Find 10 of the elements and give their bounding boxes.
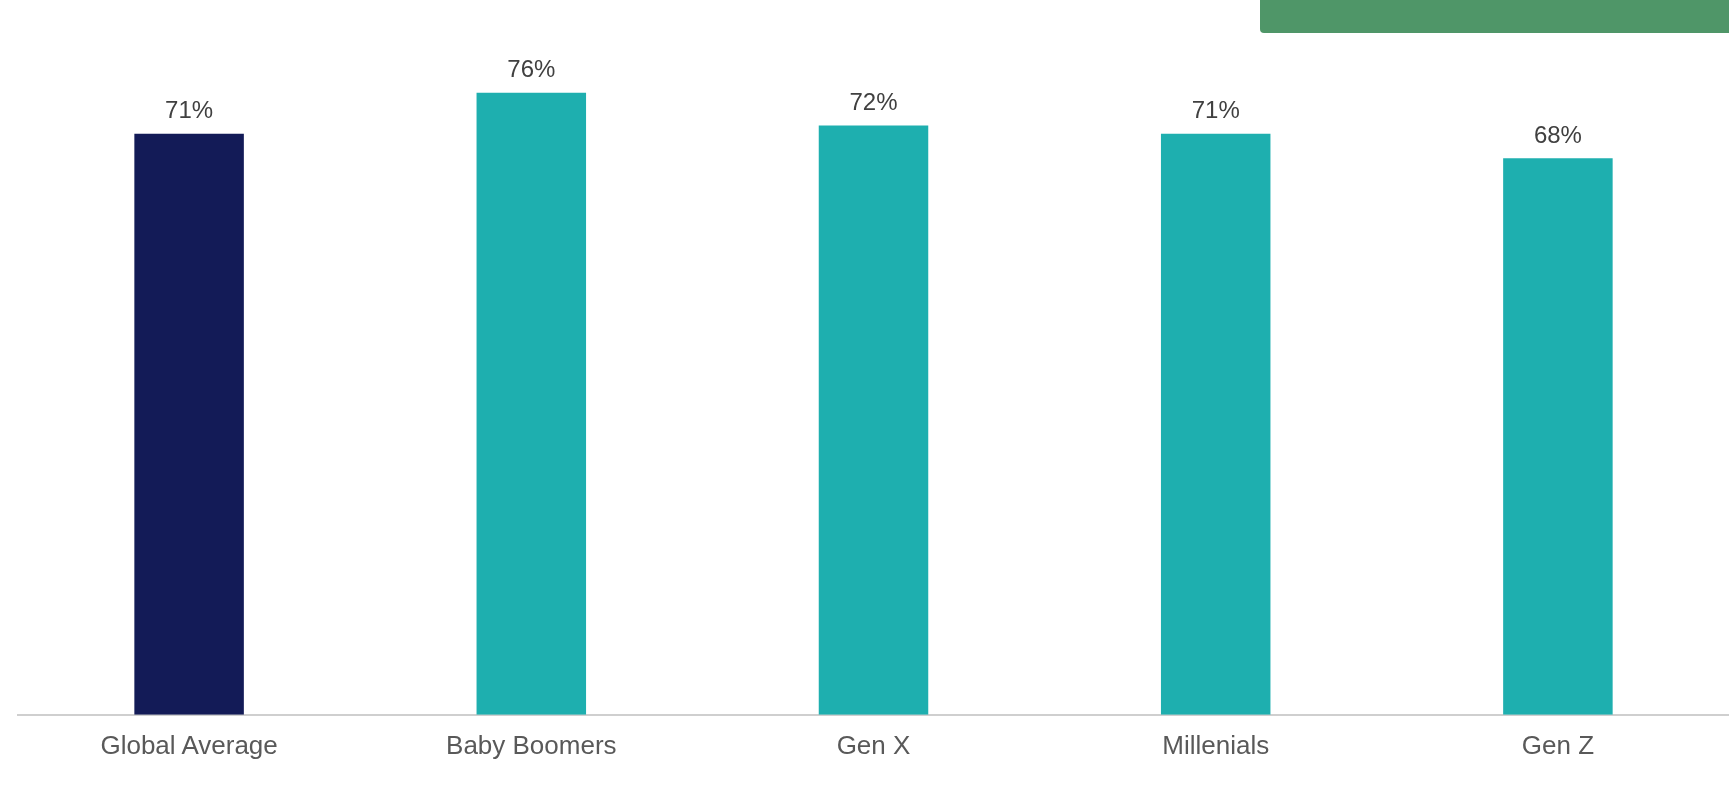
x-tick-label: Global Average xyxy=(100,729,278,760)
x-tick-label: Millenials xyxy=(1162,729,1270,760)
data-label: 68% xyxy=(1533,120,1582,148)
data-label: 76% xyxy=(507,55,556,83)
x-tick-label: Gen X xyxy=(836,729,911,760)
data-label: 71% xyxy=(165,96,214,124)
x-tick-label: Baby Boomers xyxy=(446,729,617,760)
data-label: 71% xyxy=(1191,96,1240,124)
data-label: 72% xyxy=(849,88,898,116)
x-tick-label: Gen Z xyxy=(1521,729,1595,760)
